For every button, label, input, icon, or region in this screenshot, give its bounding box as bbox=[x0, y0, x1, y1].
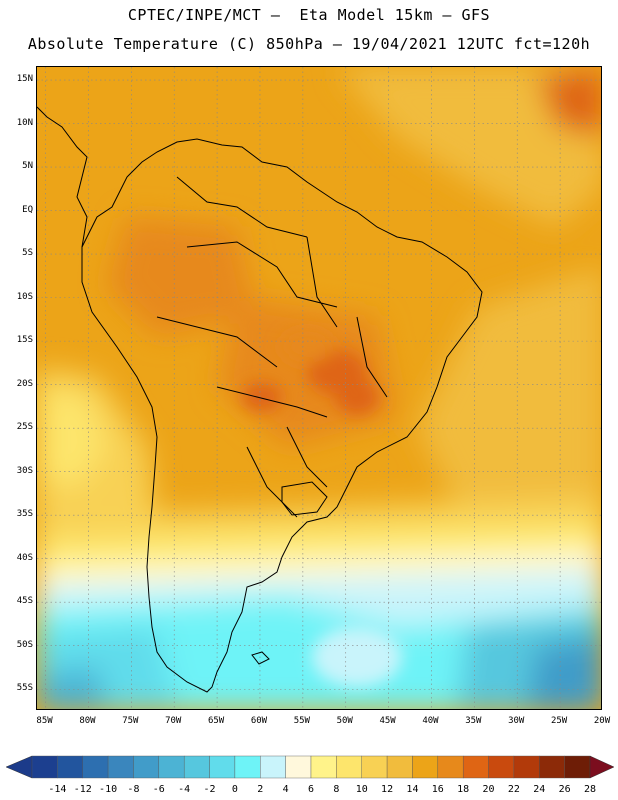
colorbar-low-arrow bbox=[5, 755, 33, 779]
colorbar-swatch bbox=[564, 755, 591, 779]
lat-label: EQ bbox=[22, 204, 33, 215]
colorbar-swatch bbox=[82, 755, 109, 779]
colorbar-swatch bbox=[361, 755, 388, 779]
colorbar bbox=[5, 755, 615, 779]
colorbar-swatch bbox=[183, 755, 210, 779]
field-16-north bbox=[337, 67, 601, 227]
lon-label: 20W bbox=[593, 716, 611, 726]
lon-label: 60W bbox=[250, 716, 268, 726]
colorbar-swatch bbox=[133, 755, 160, 779]
field-m6-east bbox=[527, 637, 601, 709]
colorbar-label: -14 bbox=[48, 784, 67, 795]
south-america-coast bbox=[81, 138, 483, 693]
colorbar-swatch bbox=[107, 755, 134, 779]
colorbar-label: 4 bbox=[282, 784, 289, 795]
lon-label: 40W bbox=[422, 716, 439, 726]
colorbar-swatch bbox=[285, 755, 312, 779]
colorbar-swatch bbox=[31, 755, 58, 779]
lon-label: 85W bbox=[36, 716, 53, 726]
hotspot-4 bbox=[281, 331, 333, 363]
map-title: CPTEC/INPE/MCT – Eta Model 15km – GFS bbox=[127, 6, 491, 24]
lat-label: 10S bbox=[16, 291, 33, 302]
lat-label: 30S bbox=[16, 465, 33, 476]
lon-label: 25W bbox=[550, 716, 568, 726]
lon-label: 50W bbox=[336, 716, 353, 726]
uruguay-outline bbox=[281, 481, 328, 516]
colorbar-label: 16 bbox=[431, 784, 444, 795]
colorbar-label: 10 bbox=[355, 784, 368, 795]
colorbar-label: 14 bbox=[406, 784, 419, 795]
lat-label: 45S bbox=[16, 596, 33, 607]
lon-label: 70W bbox=[165, 716, 182, 726]
falkland-islands bbox=[251, 651, 270, 665]
colorbar-label: 26 bbox=[558, 784, 571, 795]
colorbar-swatch bbox=[488, 755, 515, 779]
lon-label: 65W bbox=[207, 716, 225, 726]
colorbar-swatch bbox=[462, 755, 489, 779]
lon-label: 80W bbox=[79, 716, 96, 726]
colorbar-swatch bbox=[386, 755, 413, 779]
colorbar-swatch bbox=[513, 755, 540, 779]
map-subtitle: Absolute Temperature (C) 850hPa – 19/04/… bbox=[27, 35, 591, 53]
lon-label: 30W bbox=[508, 716, 525, 726]
field-16-east bbox=[417, 267, 601, 507]
colorbar-label: 8 bbox=[333, 784, 340, 795]
lat-label: 35S bbox=[16, 509, 33, 520]
colorbar-swatch bbox=[209, 755, 236, 779]
lat-label: 5N bbox=[22, 161, 33, 172]
field-20-west bbox=[107, 217, 257, 337]
colorbar-label: 18 bbox=[457, 784, 470, 795]
field-m4-sw bbox=[37, 667, 107, 709]
coastlines bbox=[37, 106, 483, 693]
field-12-pacific bbox=[37, 387, 107, 487]
colorbar-label: 28 bbox=[583, 784, 597, 795]
lat-label: 55S bbox=[16, 683, 33, 694]
temperature-map bbox=[36, 66, 602, 710]
colorbar-label: -2 bbox=[203, 784, 216, 795]
cool-patch bbox=[312, 627, 402, 687]
colorbar-label: -4 bbox=[178, 784, 191, 795]
colorbar-label: 2 bbox=[257, 784, 264, 795]
colorbar-swatch bbox=[260, 755, 286, 779]
lon-label: 75W bbox=[122, 716, 139, 726]
central-america-coast bbox=[37, 106, 88, 248]
colorbar-label: 24 bbox=[533, 784, 546, 795]
lon-label: 45W bbox=[379, 716, 396, 726]
colorbar-swatch bbox=[336, 755, 362, 779]
colorbar-label: 22 bbox=[507, 784, 520, 795]
lat-label: 15S bbox=[16, 335, 33, 346]
lon-label: 35W bbox=[465, 716, 482, 726]
colorbar-high-arrow bbox=[589, 755, 615, 779]
lat-label: 40S bbox=[16, 552, 33, 563]
lat-label: 10N bbox=[16, 117, 33, 128]
colorbar-swatch bbox=[437, 755, 464, 779]
colorbar-swatch bbox=[539, 755, 565, 779]
colorbar-swatch bbox=[310, 755, 337, 779]
lat-label: 5S bbox=[22, 248, 33, 259]
lat-label: 15N bbox=[16, 74, 33, 85]
colorbar-label: -8 bbox=[127, 784, 140, 795]
lat-label: 25S bbox=[16, 422, 33, 433]
colorbar-label: 6 bbox=[307, 784, 315, 795]
graticule bbox=[37, 67, 601, 709]
map-canvas bbox=[37, 67, 601, 709]
colorbar-label: 12 bbox=[381, 784, 394, 795]
lon-label: 55W bbox=[293, 716, 310, 726]
colorbar-swatch bbox=[57, 755, 83, 779]
colorbar-label: 0 bbox=[231, 784, 238, 795]
country-borders bbox=[156, 176, 388, 518]
colorbar-swatch bbox=[234, 755, 261, 779]
colorbar-label: -6 bbox=[152, 784, 165, 795]
field-22-ne bbox=[537, 67, 601, 137]
colorbar-label: 20 bbox=[482, 784, 495, 795]
hotspot-3 bbox=[242, 383, 282, 411]
colorbar-label: -10 bbox=[99, 784, 118, 795]
lat-label: 20S bbox=[16, 378, 33, 389]
colorbar-label: -12 bbox=[73, 784, 92, 795]
colorbar-swatch bbox=[158, 755, 185, 779]
colorbar-swatch bbox=[412, 755, 439, 779]
lat-label: 50S bbox=[16, 639, 33, 650]
